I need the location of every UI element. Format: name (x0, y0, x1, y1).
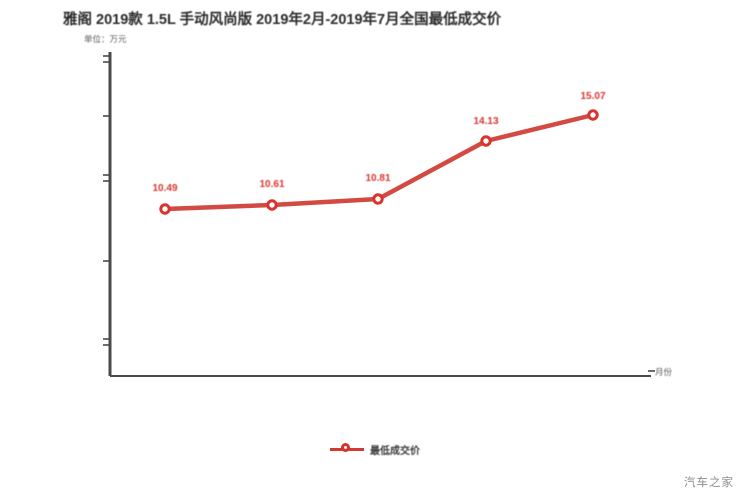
data-label-point-3: 10.81 (365, 173, 391, 184)
series-markers (159, 109, 599, 215)
y-axis-ticks (103, 55, 110, 346)
y-axis-unit-label: 单位：万元 (84, 34, 127, 44)
chart-legend[interactable]: 最低成交价 (330, 442, 420, 457)
data-label-point-1: 10.49 (152, 183, 178, 194)
watermark: 汽车之家 (684, 477, 734, 489)
data-label-point-2: 10.61 (259, 179, 285, 190)
chart-title: 雅阁 2019款 1.5L 手动风尚版 2019年2月-2019年7月全国最低成… (63, 12, 502, 28)
data-label-point-5: 15.07 (580, 91, 606, 102)
x-axis-unit-label: 月份 (655, 367, 673, 377)
data-label-point-4: 14.13 (473, 116, 499, 127)
legend-item-label: 最低成交价 (370, 446, 420, 457)
legend-line-with-dot-marker-icon (330, 443, 364, 452)
